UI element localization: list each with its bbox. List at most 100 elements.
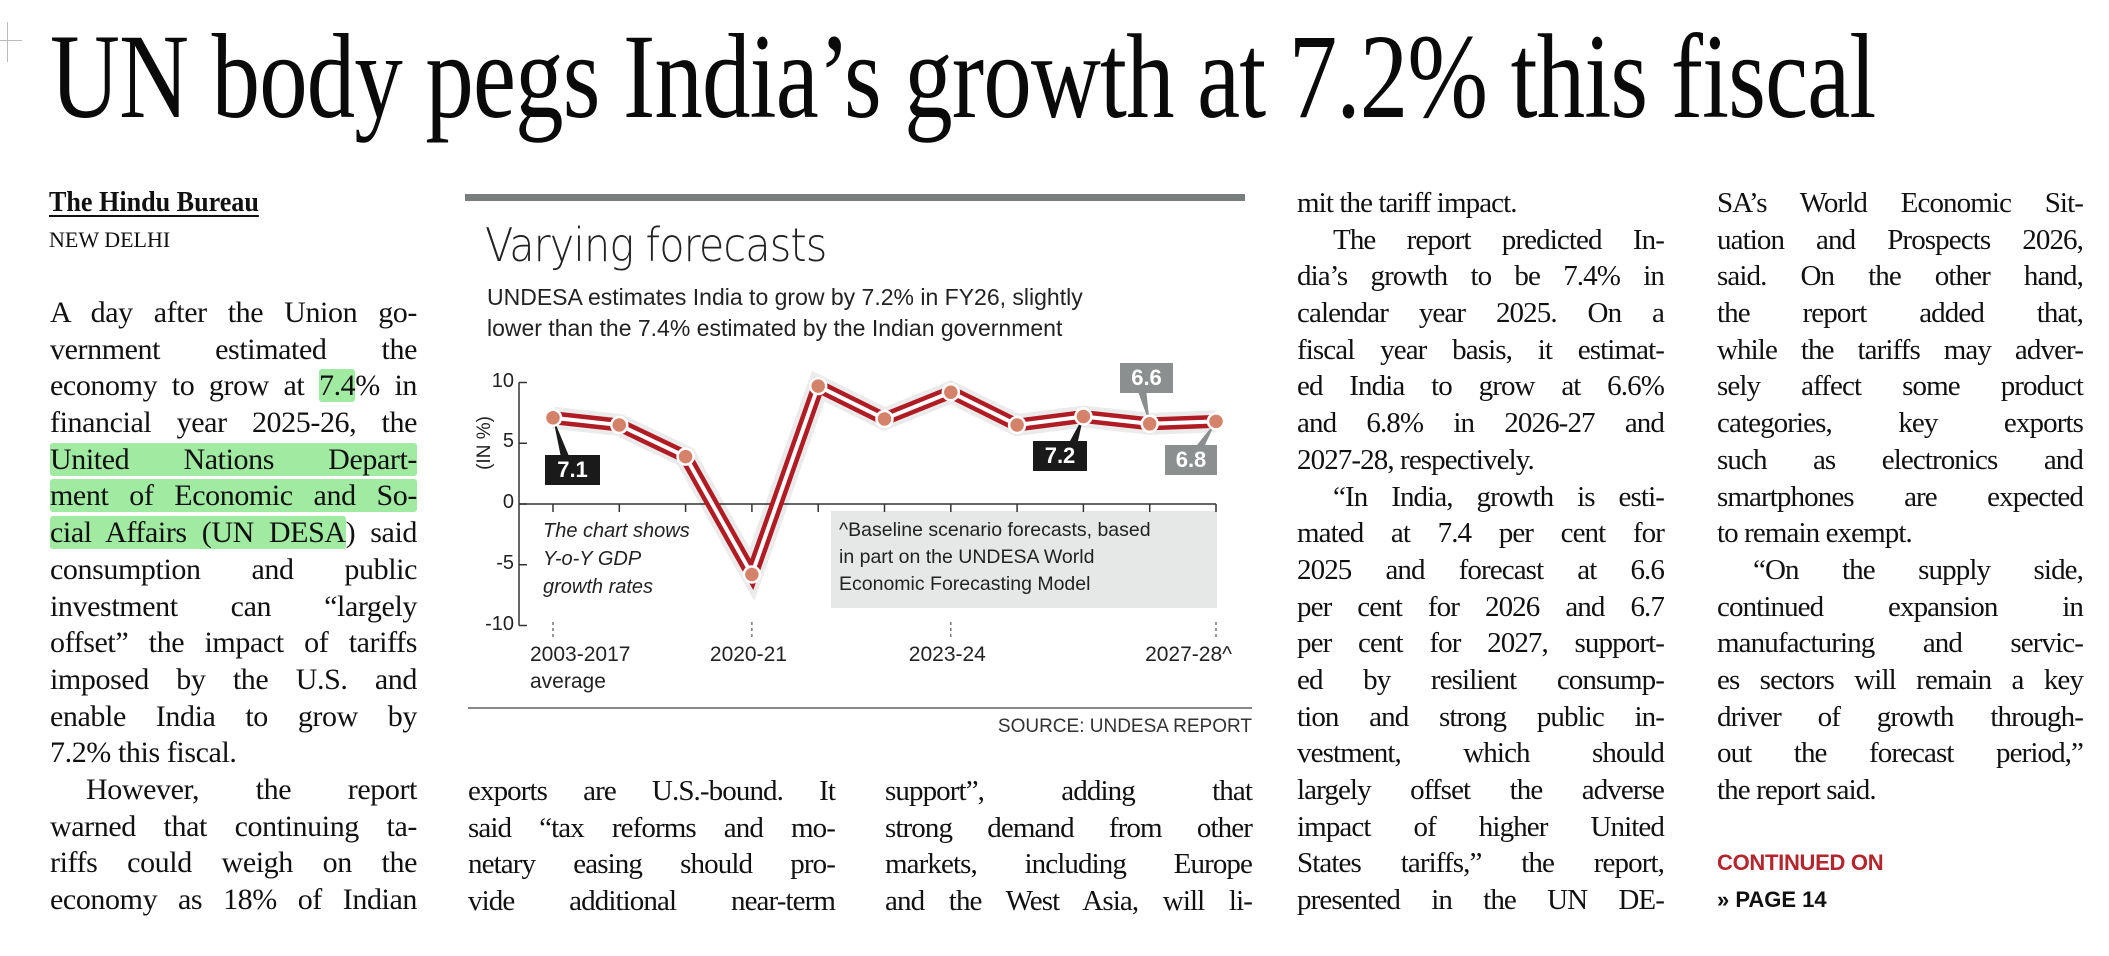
text-line: and the West Asia, will li- xyxy=(885,885,1253,918)
note-line: in part on the UNDESA World xyxy=(839,546,1095,568)
text-line: categories, key exports xyxy=(1717,407,2084,440)
text-line: States tariffs,” the report, xyxy=(1297,847,1665,880)
highlighted-text: cial Affairs (UN DESA xyxy=(50,516,346,550)
headline: UN body pegs India’s growth at 7.2% this… xyxy=(50,10,1876,144)
text-line: mated at 7.4 per cent for xyxy=(1297,517,1665,550)
highlighted-text: 7.4 xyxy=(318,369,356,403)
continued-page-link[interactable]: » PAGE 14 xyxy=(1717,887,1827,912)
byline[interactable]: The Hindu Bureau xyxy=(49,186,259,218)
text-line: while the tariffs may adver- xyxy=(1717,333,2084,366)
text-line: warned that continuing ta- xyxy=(50,809,417,843)
text-line: economy as 18% of Indian xyxy=(50,883,417,916)
data-point xyxy=(742,565,762,584)
y-tick-label: 5 xyxy=(502,430,514,453)
text-line: said “tax reforms and mo- xyxy=(468,811,836,844)
article-column-2: exports are U.S.-bound. It said “tax refo… xyxy=(468,773,836,920)
text-line: vestment, which should xyxy=(1297,737,1665,770)
note-line: Y-o-Y GDP xyxy=(543,548,642,570)
data-label-pointer xyxy=(1138,393,1150,424)
chart-note-italic: The chart shows Y-o-Y GDP growth rates xyxy=(543,517,690,601)
text-line: vernment estimated the xyxy=(50,332,417,366)
data-point xyxy=(1140,414,1159,434)
data-point xyxy=(941,382,961,402)
note-line: Economic Forecasting Model xyxy=(839,573,1091,595)
text-line: such as electronics and xyxy=(1717,443,2084,476)
text-line: dia’s growth to be 7.4% in xyxy=(1297,260,1665,293)
data-point xyxy=(808,376,828,396)
text-line: imposed by the U.S. and xyxy=(50,662,417,696)
text-line: enable India to grow by xyxy=(50,699,417,733)
x-tick-label: 2023-24 xyxy=(908,643,986,666)
text-line: investment can “largely xyxy=(50,589,417,623)
chart-subtitle-line: UNDESA estimates India to grow by 7.2% i… xyxy=(487,284,1083,310)
chart-baseline-note: ^Baseline scenario forecasts, based in p… xyxy=(831,511,1217,608)
text-line: The report predicted In- xyxy=(1333,223,1665,256)
text-line: per cent for 2026 and 6.7 xyxy=(1297,590,1665,623)
highlighted-text: United Nations Depart- xyxy=(50,442,417,476)
text-line: said. On the other hand, xyxy=(1717,260,2084,293)
chart-source: SOURCE: UNDESA REPORT xyxy=(997,716,1252,737)
text-line: largely offset the adverse xyxy=(1297,774,1665,806)
text-line: ed India to grow at 6.6% xyxy=(1297,370,1665,403)
text-line: vide additional near-term xyxy=(468,885,836,918)
text-line: the report said. xyxy=(1717,774,1877,806)
text-line: “On the supply side, xyxy=(1753,553,2084,586)
text-line: exports are U.S.-bound. It xyxy=(468,775,836,807)
text-line: impact of higher United xyxy=(1297,810,1665,843)
data-label-pointer xyxy=(553,417,569,455)
text-line: sely affect some product xyxy=(1717,370,2084,403)
text-line: 2025 and forecast at 6.6 xyxy=(1297,553,1665,586)
chart-title: Varying forecasts xyxy=(485,218,827,272)
highlighted-text: ment of Economic and So- xyxy=(50,479,417,513)
data-point xyxy=(1007,415,1027,435)
data-point xyxy=(875,409,894,429)
text-segment: % in xyxy=(355,369,417,403)
text-line: and 6.8% in 2026-27 and xyxy=(1297,407,1665,440)
text-line: “In India, growth is esti- xyxy=(1333,480,1665,513)
text-line: riffs could weigh on the xyxy=(50,846,417,880)
continued-on-label: CONTINUED ON xyxy=(1717,850,1884,875)
note-line: ^Baseline scenario forecasts, based xyxy=(839,519,1151,541)
y-tick-label: 0 xyxy=(502,491,514,513)
y-tick-label: -5 xyxy=(496,551,514,574)
text-line: continued expansion in xyxy=(1717,590,2084,623)
article-column-3: support”, adding that strong demand from … xyxy=(885,773,1253,920)
text-line: offset” the impact of tariffs xyxy=(50,626,417,660)
text-line: 2027-28, respectively. xyxy=(1297,443,1535,476)
text-line: economy to grow at 7.4% in xyxy=(50,368,417,405)
chart-bottom-rule xyxy=(468,707,1252,709)
text-line: tion and strong public in- xyxy=(1297,700,1665,733)
text-line: strong demand from other xyxy=(885,811,1253,844)
note-line: growth rates xyxy=(543,576,654,598)
chart-subtitle-line: lower than the 7.4% estimated by the Ind… xyxy=(487,315,1063,341)
data-point xyxy=(1206,412,1226,431)
text-line: calendar year 2025. On a xyxy=(1297,297,1665,330)
text-line: uation and Prospects 2026, xyxy=(1717,223,2084,256)
text-line: United Nations Depart- xyxy=(50,442,417,479)
x-tick-label: 2020-21 xyxy=(709,643,787,666)
data-point xyxy=(543,408,563,427)
text-line: support”, adding that xyxy=(885,775,1253,807)
data-point xyxy=(610,415,629,435)
text-line: per cent for 2027, support- xyxy=(1297,627,1665,660)
text-line: ment of Economic and So- xyxy=(50,478,417,515)
y-tick-label: -10 xyxy=(485,612,514,635)
data-point xyxy=(676,447,695,466)
text-line: ed by resilient consump- xyxy=(1297,663,1665,696)
text-line: mit the tariff impact. xyxy=(1297,187,1518,219)
text-line: A day after the Union go- xyxy=(50,296,417,329)
y-tick-label: 10 xyxy=(491,369,514,392)
crop-mark xyxy=(7,22,8,62)
data-label: 6.6 xyxy=(1120,363,1173,393)
text-line: smartphones are expected xyxy=(1717,480,2084,513)
text-line: financial year 2025-26, the xyxy=(50,406,417,440)
text-line: consumption and public xyxy=(50,552,417,586)
text-segment: economy to grow at xyxy=(50,369,319,403)
text-line: to remain exempt. xyxy=(1717,517,1913,550)
text-line: the report added that, xyxy=(1717,297,2084,330)
article-column-4: mit the tariff impact. The report predict… xyxy=(1297,185,1665,919)
note-line: The chart shows xyxy=(543,520,690,542)
text-line: manufacturing and servic- xyxy=(1717,627,2084,660)
x-tick-label: average xyxy=(530,670,606,693)
